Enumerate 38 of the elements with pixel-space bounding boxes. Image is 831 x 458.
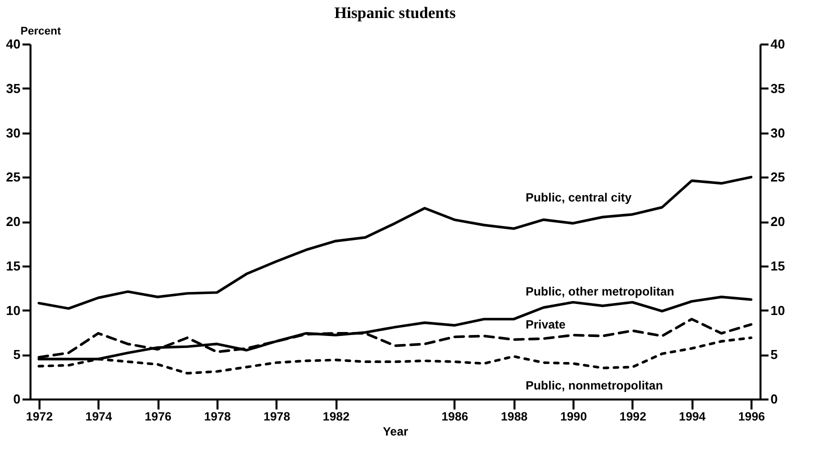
x-tick-label: 1990 bbox=[560, 410, 588, 424]
y2-tick-label: 25 bbox=[770, 170, 785, 185]
x-tick-label: 1988 bbox=[500, 410, 528, 424]
y2-tick-label: 35 bbox=[770, 80, 785, 96]
chart-title: Hispanic students bbox=[334, 5, 456, 22]
line-series bbox=[38, 176, 752, 310]
x-tick-label: 1976 bbox=[144, 410, 172, 424]
y-axis-title: Percent bbox=[20, 26, 62, 38]
x-tick-label: 1996 bbox=[738, 410, 766, 424]
y-tick-label: 5 bbox=[13, 347, 20, 362]
x-axis-title: Year bbox=[382, 424, 409, 438]
x-tick-label: 1978 bbox=[204, 410, 232, 424]
y2-tick-label: 5 bbox=[770, 347, 778, 362]
series-label: Private bbox=[526, 317, 566, 332]
x-tick-label: 1992 bbox=[620, 410, 647, 424]
y-tick-label: 10 bbox=[6, 302, 20, 318]
y2-tick-label: 40 bbox=[770, 36, 785, 52]
x-tick-label: 1994 bbox=[678, 410, 706, 424]
y-tick-label: 15 bbox=[6, 258, 20, 274]
x-tick-label: 1982 bbox=[322, 410, 350, 424]
y2-tick-label: 10 bbox=[770, 302, 785, 318]
y2-tick-label: 20 bbox=[770, 214, 785, 229]
series-label: Public, nonmetropolitan bbox=[526, 378, 663, 393]
y2-tick-label: 0 bbox=[770, 392, 778, 406]
y2-tick-label: 30 bbox=[770, 125, 785, 140]
y-tick-label: 40 bbox=[6, 36, 20, 52]
y-tick-label: 35 bbox=[6, 80, 20, 96]
x-tick-label: 1972 bbox=[26, 410, 54, 424]
y-tick-label: 20 bbox=[6, 214, 20, 229]
y-tick-label: 30 bbox=[6, 125, 20, 140]
y2-tick-label: 15 bbox=[770, 258, 785, 274]
x-tick-label: 1986 bbox=[442, 410, 469, 424]
y-tick-label: 25 bbox=[6, 170, 20, 185]
x-tick-label: 1978 bbox=[263, 410, 290, 424]
series-label: Public, other metropolitan bbox=[526, 284, 674, 299]
x-tick-label: 1974 bbox=[85, 410, 112, 424]
series-label: Public, central city bbox=[526, 190, 632, 205]
y-tick-label: 0 bbox=[13, 392, 20, 406]
